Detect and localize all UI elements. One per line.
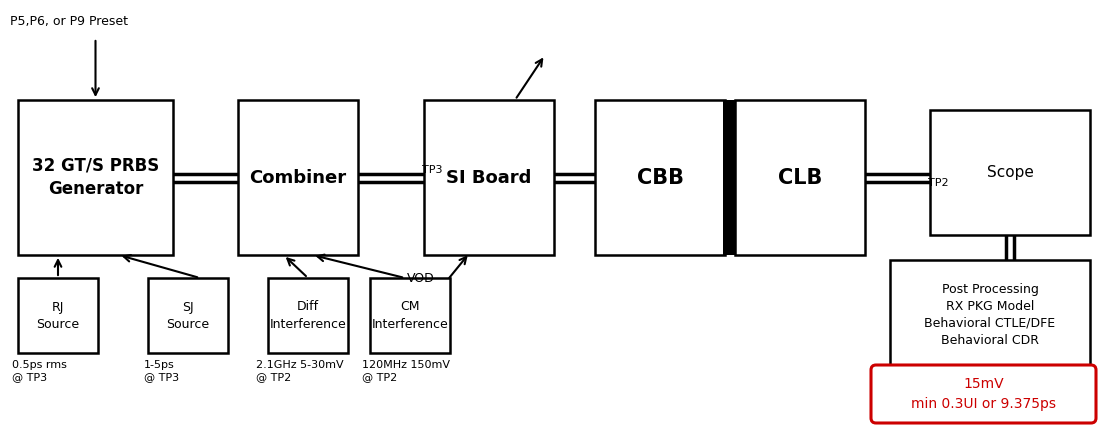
- Text: 120MHz 150mV
@ TP2: 120MHz 150mV @ TP2: [362, 360, 450, 382]
- Text: 15mV
min 0.3UI or 9.375ps: 15mV min 0.3UI or 9.375ps: [910, 377, 1056, 411]
- Text: RJ
Source: RJ Source: [37, 300, 80, 331]
- Text: CBB: CBB: [637, 167, 683, 187]
- Text: Scope: Scope: [987, 165, 1034, 180]
- Text: P5,P6, or P9 Preset: P5,P6, or P9 Preset: [10, 15, 128, 28]
- FancyBboxPatch shape: [723, 100, 735, 255]
- Text: CLB: CLB: [777, 167, 822, 187]
- FancyBboxPatch shape: [18, 278, 98, 353]
- FancyBboxPatch shape: [370, 278, 450, 353]
- Text: TP3: TP3: [423, 165, 442, 175]
- FancyBboxPatch shape: [238, 100, 358, 255]
- Text: 2.1GHz 5-30mV
@ TP2: 2.1GHz 5-30mV @ TP2: [256, 360, 344, 382]
- Text: 1-5ps
@ TP3: 1-5ps @ TP3: [144, 360, 180, 382]
- Text: Diff
Interference: Diff Interference: [269, 300, 346, 331]
- Text: Post Processing
RX PKG Model
Behavioral CTLE/DFE
Behavioral CDR: Post Processing RX PKG Model Behavioral …: [925, 283, 1056, 347]
- FancyBboxPatch shape: [596, 100, 725, 255]
- Text: 32 GT/S PRBS
Generator: 32 GT/S PRBS Generator: [32, 157, 159, 198]
- Text: CM
Interference: CM Interference: [372, 300, 448, 331]
- Text: SJ
Source: SJ Source: [166, 300, 210, 331]
- FancyBboxPatch shape: [18, 100, 173, 255]
- Text: TP2: TP2: [928, 178, 948, 188]
- FancyBboxPatch shape: [891, 260, 1090, 370]
- FancyBboxPatch shape: [930, 110, 1090, 235]
- FancyBboxPatch shape: [268, 278, 348, 353]
- Text: SI Board: SI Board: [446, 168, 531, 187]
- Text: Combiner: Combiner: [250, 168, 346, 187]
- FancyBboxPatch shape: [871, 365, 1096, 423]
- FancyBboxPatch shape: [735, 100, 865, 255]
- Text: VOD: VOD: [407, 272, 435, 285]
- FancyBboxPatch shape: [147, 278, 228, 353]
- Text: 0.5ps rms
@ TP3: 0.5ps rms @ TP3: [12, 360, 67, 382]
- FancyBboxPatch shape: [424, 100, 554, 255]
